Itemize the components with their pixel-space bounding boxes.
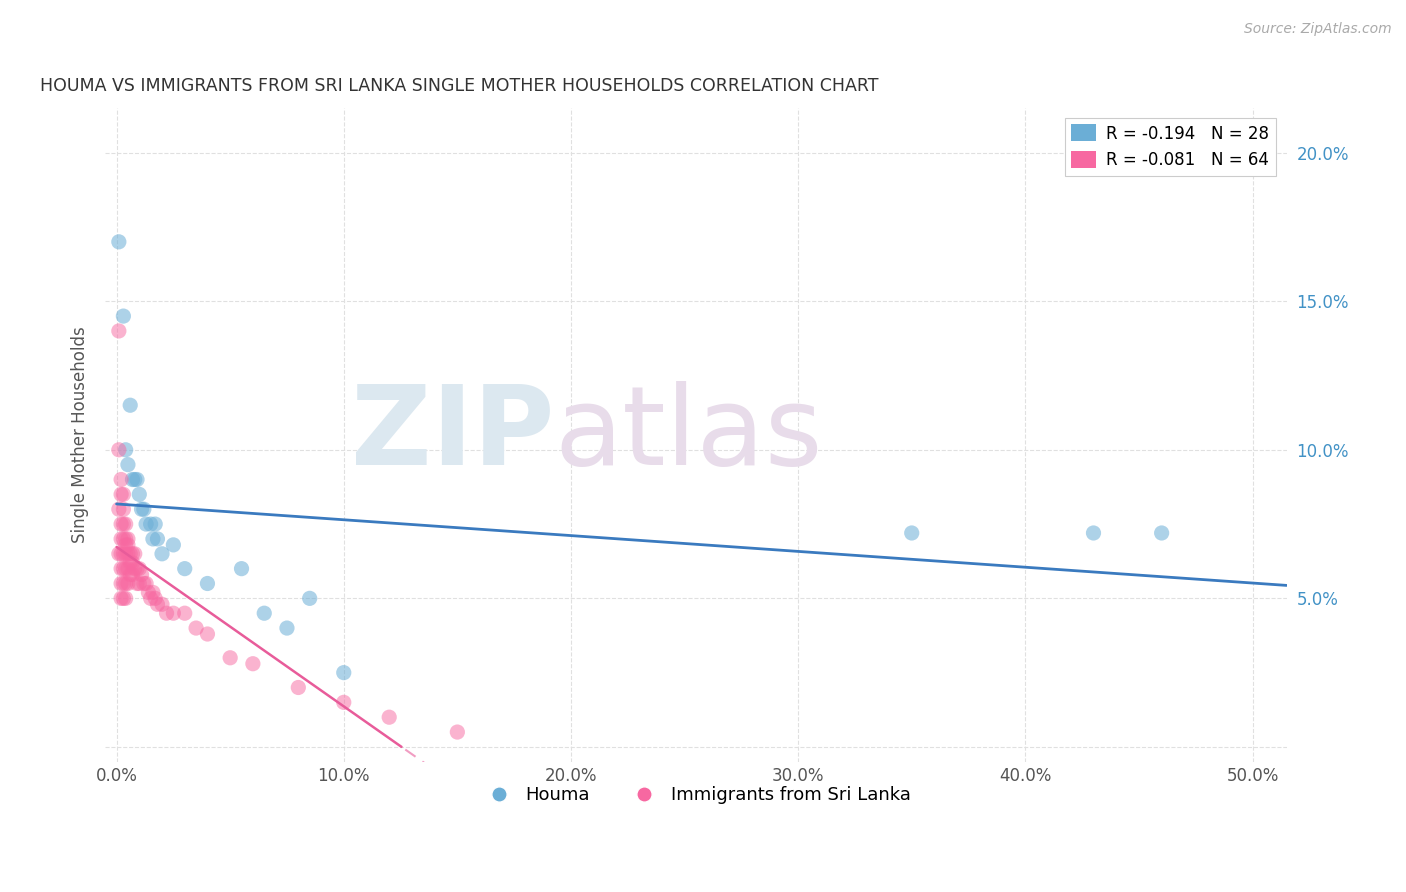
Point [110, 517, 132, 532]
Point [114, 547, 136, 561]
Point [112, 487, 135, 501]
Point [332, 695, 354, 709]
Point [135, 576, 157, 591]
Point [108, 442, 131, 457]
Point [108, 235, 131, 249]
Point [150, 597, 173, 611]
Point [112, 561, 135, 575]
Point [124, 547, 146, 561]
Point [110, 561, 132, 575]
Point [121, 567, 143, 582]
Point [120, 547, 142, 561]
Point [143, 517, 166, 532]
Point [184, 621, 207, 635]
Point [112, 309, 135, 323]
Point [112, 576, 135, 591]
Point [121, 473, 143, 487]
Point [112, 591, 135, 606]
Point [120, 398, 142, 412]
Legend: Houma, Immigrants from Sri Lanka: Houma, Immigrants from Sri Lanka [474, 779, 918, 812]
Point [110, 473, 132, 487]
Point [1150, 526, 1173, 541]
Text: atlas: atlas [554, 382, 823, 489]
Point [112, 517, 135, 532]
Point [110, 576, 132, 591]
Point [162, 606, 184, 620]
Point [135, 517, 157, 532]
Point [139, 591, 162, 606]
Point [128, 576, 150, 591]
Point [131, 567, 153, 582]
Point [332, 665, 354, 680]
Point [276, 621, 298, 635]
Point [117, 561, 139, 575]
Point [253, 606, 276, 620]
Point [112, 532, 135, 546]
Point [142, 585, 165, 599]
Point [110, 591, 132, 606]
Point [1083, 526, 1105, 541]
Point [143, 591, 166, 606]
Point [173, 561, 195, 575]
Point [114, 517, 136, 532]
Point [112, 502, 135, 516]
Point [114, 538, 136, 552]
Point [197, 576, 219, 591]
Point [117, 532, 139, 546]
Point [146, 532, 169, 546]
Point [132, 576, 155, 591]
Point [125, 561, 148, 575]
Point [124, 473, 146, 487]
Point [131, 502, 153, 516]
Point [117, 547, 139, 561]
Point [287, 681, 309, 695]
Point [121, 547, 143, 561]
Point [197, 627, 219, 641]
Point [173, 606, 195, 620]
Point [128, 487, 150, 501]
Point [121, 556, 143, 570]
Point [142, 532, 165, 546]
Point [155, 606, 177, 620]
Point [117, 458, 139, 472]
Point [112, 547, 135, 561]
Point [139, 517, 162, 532]
Point [298, 591, 321, 606]
Text: ZIP: ZIP [350, 382, 554, 489]
Point [108, 547, 131, 561]
Point [900, 526, 922, 541]
Point [110, 532, 132, 546]
Point [219, 650, 242, 665]
Point [162, 538, 184, 552]
Point [114, 532, 136, 546]
Point [114, 561, 136, 575]
Point [125, 576, 148, 591]
Point [128, 561, 150, 575]
Point [114, 591, 136, 606]
Point [446, 725, 468, 739]
Text: Source: ZipAtlas.com: Source: ZipAtlas.com [1244, 22, 1392, 37]
Point [146, 597, 169, 611]
Point [132, 502, 155, 516]
Point [138, 585, 160, 599]
Point [108, 502, 131, 516]
Point [120, 567, 142, 582]
Point [378, 710, 401, 724]
Point [125, 473, 148, 487]
Point [117, 538, 139, 552]
Point [108, 324, 131, 338]
Y-axis label: Single Mother Households: Single Mother Households [72, 326, 89, 543]
Point [231, 561, 253, 575]
Text: HOUMA VS IMMIGRANTS FROM SRI LANKA SINGLE MOTHER HOUSEHOLDS CORRELATION CHART: HOUMA VS IMMIGRANTS FROM SRI LANKA SINGL… [41, 78, 879, 95]
Point [150, 547, 173, 561]
Point [242, 657, 264, 671]
Point [114, 576, 136, 591]
Point [110, 547, 132, 561]
Point [124, 561, 146, 575]
Point [117, 576, 139, 591]
Point [110, 487, 132, 501]
Point [120, 556, 142, 570]
Point [114, 442, 136, 457]
